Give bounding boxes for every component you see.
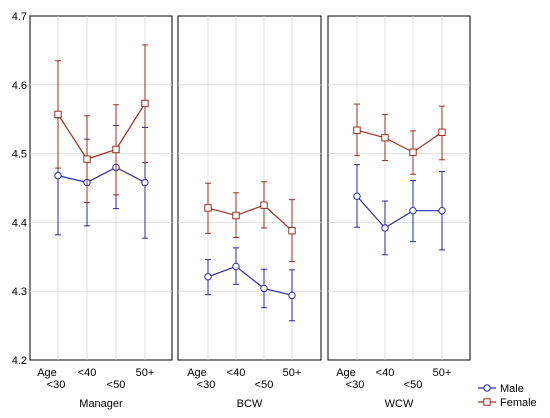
x-tick-label: <40 (78, 367, 97, 379)
data-point-female (204, 204, 212, 212)
chart-panels: Age<30<40<5050+ManagerAge<30<40<5050+BCW… (29, 15, 471, 410)
data-point-female (288, 226, 296, 235)
data-point-male (409, 207, 417, 215)
data-point-male (381, 224, 389, 232)
data-point-male (232, 262, 240, 271)
panel-frame (327, 15, 471, 361)
series-line-male (57, 166, 146, 184)
panel-frame (177, 15, 322, 361)
data-point-female (83, 155, 91, 163)
data-point-male (353, 192, 361, 200)
chart-panel: Age<30 <40 <50 50+ WCW (327, 15, 471, 410)
y-tick-label: 4.5 (12, 149, 27, 161)
data-point-male (54, 171, 62, 180)
legend-label: Male (500, 383, 524, 395)
legend-label: Female (500, 397, 537, 409)
panel-label: Manager (79, 398, 123, 410)
data-point-female (438, 128, 446, 136)
x-tick-label: Age (187, 367, 207, 379)
series-line-female (207, 204, 293, 232)
y-axis: 4.2 4.3 4.4 4.5 4.6 4.7 (12, 11, 27, 367)
series-line-male (207, 265, 293, 296)
x-tick-label: Age (336, 367, 356, 379)
x-tick-label: 50+ (136, 367, 155, 379)
data-point-male (260, 284, 268, 293)
x-tick-label: <40 (376, 367, 395, 379)
series-line-male (356, 195, 442, 229)
data-point-male (288, 291, 296, 300)
series-line-female (57, 103, 146, 160)
y-tick-label: 4.3 (12, 286, 27, 298)
chart-legend: Male Female (478, 383, 537, 409)
y-tick-label: 4.2 (12, 355, 27, 367)
data-point-female (409, 148, 417, 156)
panel-label: BCW (237, 398, 263, 410)
data-point-female (381, 134, 389, 142)
data-point-female (141, 99, 149, 108)
data-point-male (141, 178, 149, 187)
chart-panel: Age<30 <40 <50 50+ BCW (177, 15, 322, 410)
chart-panel: Age<30 <40 <50 50+ Manager (29, 15, 173, 410)
panel-frame (29, 15, 173, 361)
x-tick-label: 50+ (433, 367, 452, 379)
y-tick-label: 4.4 (12, 217, 27, 229)
x-tick-label: <30 (197, 379, 216, 391)
data-point-female (112, 145, 120, 154)
x-tick-label: <40 (227, 367, 246, 379)
x-tick-label: <50 (107, 379, 126, 391)
x-tick-label: <50 (404, 379, 423, 391)
x-tick-label: Age (37, 367, 57, 379)
x-tick-label: 50+ (283, 367, 302, 379)
data-point-female (260, 201, 268, 209)
x-tick-label: <30 (346, 379, 365, 391)
y-tick-label: 4.7 (12, 11, 27, 23)
legend-marker (483, 384, 491, 392)
data-point-female (353, 126, 361, 134)
y-tick-label: 4.6 (12, 80, 27, 92)
series-line-female (356, 129, 443, 153)
data-point-male (204, 273, 212, 281)
data-point-male (438, 207, 446, 215)
x-tick-label: <50 (255, 379, 274, 391)
x-tick-label: <30 (47, 379, 66, 391)
panel-label: WCW (385, 398, 414, 410)
data-point-female (54, 110, 62, 119)
legend-marker (483, 398, 491, 406)
data-point-female (232, 211, 240, 220)
